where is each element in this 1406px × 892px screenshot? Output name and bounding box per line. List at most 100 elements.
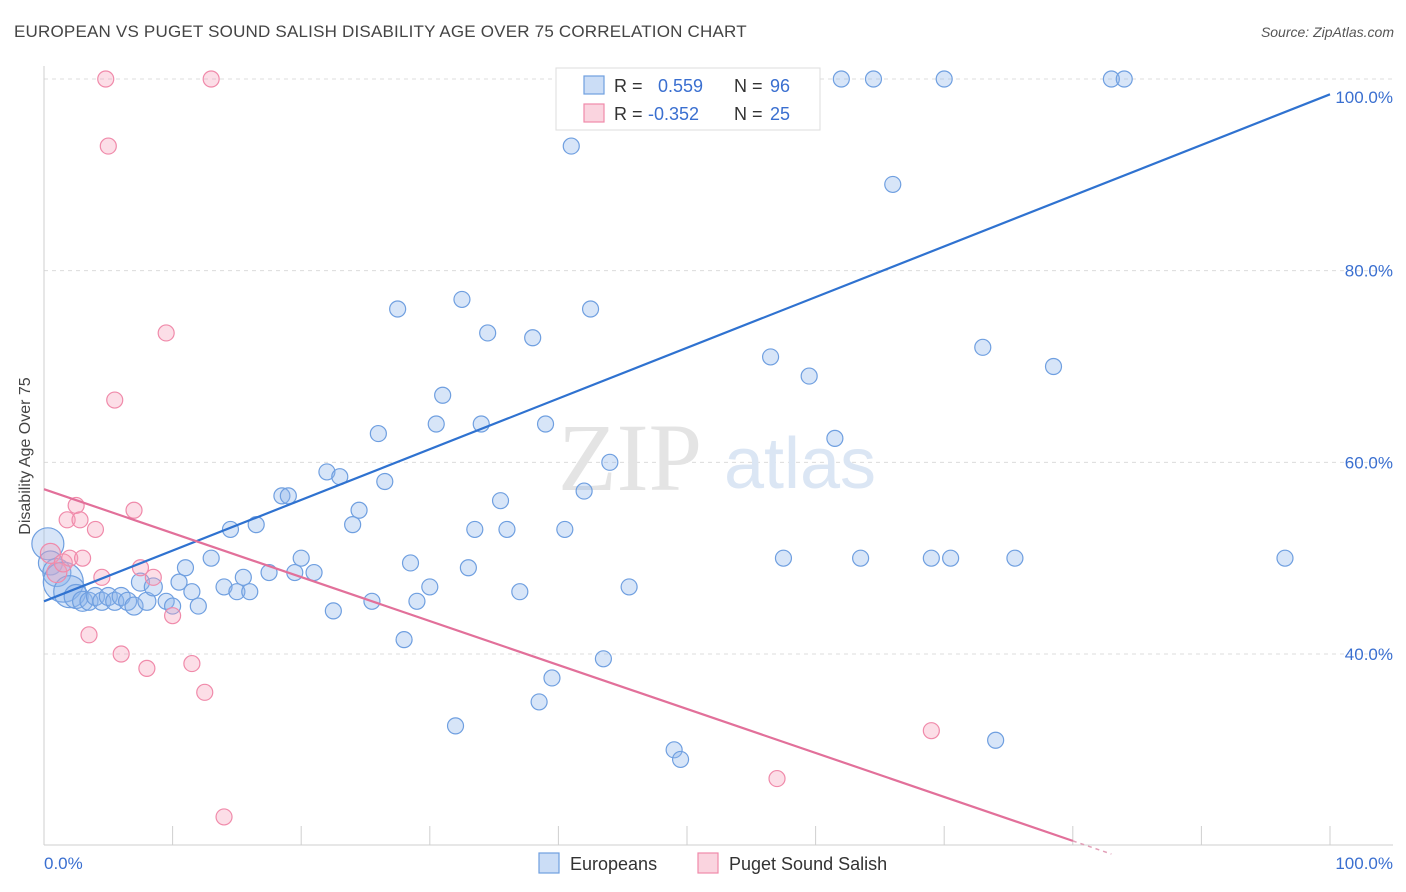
salish-point <box>71 511 89 529</box>
y-tick-label-100: 100.0% <box>1335 88 1393 107</box>
y-axis-label: Disability Age Over 75 <box>17 377 34 535</box>
watermark: ZIP atlas <box>558 404 876 511</box>
europeans-point <box>279 487 297 505</box>
europeans-point <box>942 549 960 567</box>
legend-r-label-1: R = <box>614 76 643 96</box>
europeans-point <box>459 559 477 577</box>
bottom-legend-salish: Puget Sound Salish <box>729 854 887 874</box>
europeans-point <box>170 573 188 591</box>
europeans-point <box>498 520 516 539</box>
watermark-atlas: atlas <box>724 424 876 504</box>
europeans-point <box>511 583 529 601</box>
legend-swatch-europeans <box>583 75 605 95</box>
europeans-point <box>974 338 992 356</box>
europeans-point <box>427 415 445 433</box>
europeans-point <box>183 583 201 601</box>
europeans-point <box>884 175 902 194</box>
europeans-point <box>524 329 542 347</box>
europeans-point <box>318 463 336 481</box>
europeans-point <box>202 549 220 567</box>
europeans-point <box>215 578 233 596</box>
salish-point <box>106 391 124 409</box>
europeans-point <box>408 592 426 610</box>
europeans-point <box>665 741 683 759</box>
europeans-point <box>761 348 780 366</box>
europeans-point <box>241 583 259 601</box>
watermark-zip: ZIP <box>558 404 702 511</box>
europeans-point <box>562 137 580 155</box>
europeans-point <box>466 520 484 539</box>
salish-point <box>97 70 115 88</box>
europeans-point <box>292 549 310 567</box>
europeans-point <box>832 70 850 88</box>
legend-n-value-2: 25 <box>770 104 790 124</box>
salish-point <box>157 324 175 342</box>
europeans-point <box>864 70 883 88</box>
europeans-point <box>137 591 157 611</box>
europeans-point <box>671 750 690 769</box>
chart-title: EUROPEAN VS PUGET SOUND SALISH DISABILIT… <box>14 22 747 41</box>
europeans-point <box>1044 357 1063 376</box>
salish-point <box>73 549 92 567</box>
europeans-point <box>935 70 953 88</box>
legend-n-label-1: N = <box>734 76 763 96</box>
axes <box>43 66 1393 846</box>
europeans-trend-line <box>43 93 1331 603</box>
europeans-point <box>401 554 420 572</box>
europeans-point <box>530 693 548 711</box>
europeans-point <box>369 424 387 443</box>
legend-r-value-2: -0.352 <box>648 104 699 124</box>
y-tick-label-60: 60.0% <box>1345 453 1393 472</box>
salish-point <box>99 137 117 155</box>
salish-point <box>202 70 220 88</box>
europeans-point <box>189 597 207 615</box>
salish-point <box>112 645 130 663</box>
salish-point <box>183 654 201 673</box>
salish-point <box>196 683 214 701</box>
europeans-point <box>446 717 465 735</box>
series-legend: Europeans Puget Sound Salish <box>538 852 887 874</box>
europeans-point <box>376 472 394 491</box>
europeans-point <box>826 429 844 447</box>
europeans-point <box>395 631 413 649</box>
salish-trend-line <box>43 488 1074 842</box>
europeans-point <box>1276 549 1294 567</box>
europeans-point <box>421 578 439 596</box>
salish-point <box>138 659 156 677</box>
bottom-legend-europeans: Europeans <box>570 854 657 874</box>
legend-n-value-1: 96 <box>770 76 790 96</box>
salish-point <box>58 511 76 529</box>
europeans-point <box>594 650 613 668</box>
europeans-point <box>1115 70 1133 88</box>
europeans-point <box>143 577 163 597</box>
europeans-point <box>774 549 793 567</box>
data-points <box>31 70 1294 826</box>
europeans-point <box>453 290 471 309</box>
europeans-point <box>1102 70 1120 88</box>
grid-lines <box>44 78 1393 655</box>
europeans-point <box>987 731 1005 749</box>
europeans-point <box>479 324 497 342</box>
salish-point <box>80 626 98 644</box>
europeans-point <box>234 568 252 586</box>
europeans-point <box>575 482 593 500</box>
europeans-point <box>1006 549 1024 567</box>
salish-point <box>125 501 143 519</box>
europeans-point <box>620 578 638 596</box>
x-tick-label-min: 0.0% <box>44 854 83 873</box>
x-tick-label-max: 100.0% <box>1335 854 1393 873</box>
salish-point <box>86 520 105 539</box>
salish-point <box>768 769 786 788</box>
salish-point <box>164 607 182 625</box>
salish-point <box>922 722 940 740</box>
europeans-point <box>228 583 246 601</box>
legend-swatch-salish <box>583 103 605 123</box>
europeans-point <box>800 367 818 385</box>
europeans-point <box>581 300 600 318</box>
trend-lines <box>43 93 1331 855</box>
europeans-point <box>556 520 574 539</box>
europeans-point <box>922 549 940 567</box>
legend-r-value-1: 0.559 <box>658 76 703 96</box>
bottom-legend-swatch-europeans <box>538 852 560 874</box>
